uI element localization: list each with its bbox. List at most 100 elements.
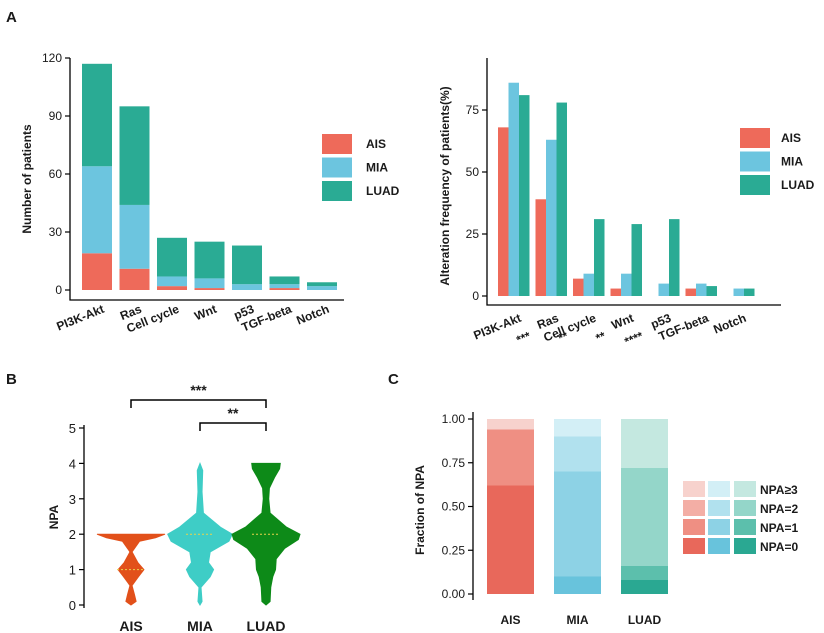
- bar-luad-notch: [744, 288, 755, 296]
- legend-swatch-npage3: [734, 481, 756, 497]
- bar-luad-pi3k-akt: [82, 63, 112, 167]
- y-tick-label: 0.00: [442, 587, 466, 601]
- y-tick-label: 50: [466, 165, 480, 179]
- legend-label-npa-1: NPA=1: [760, 521, 798, 535]
- bar-luad-ras: [119, 106, 150, 205]
- significance-marker: ***: [190, 382, 207, 398]
- legend-swatch-npa-0: [734, 538, 756, 554]
- legend-label-npage3: NPA≥3: [760, 483, 798, 497]
- legend-swatch-npa-1: [708, 519, 730, 535]
- bar-ais-npa-1: [487, 429, 534, 486]
- bar-luad-npa-2: [621, 468, 668, 566]
- bar-mia-notch: [307, 286, 337, 290]
- bar-mia-wnt: [194, 278, 225, 289]
- bar-luad-tgf-beta: [269, 276, 300, 285]
- bar-ais-tgf-beta: [269, 288, 300, 290]
- x-tick-label: AIS: [500, 613, 520, 627]
- bar-mia-cell-cycle: [583, 273, 594, 296]
- y-tick-label: 3: [69, 492, 76, 507]
- bar-luad-pi3k-akt: [519, 95, 530, 297]
- bar-mia-npage3: [554, 419, 601, 437]
- significance-marker: ****: [623, 329, 646, 349]
- legend-swatch-npage3: [708, 481, 730, 497]
- bar-luad-ras: [556, 102, 567, 296]
- legend-swatch-npa-0: [683, 538, 705, 554]
- y-tick-label: 2: [69, 527, 76, 542]
- significance-bracket: [130, 399, 267, 408]
- legend-swatch-ais: [740, 128, 770, 148]
- bar-mia-npa-0: [554, 576, 601, 594]
- legend-swatch-luad: [322, 181, 352, 201]
- x-tick-label: LUAD: [247, 618, 286, 633]
- y-axis-label: Alteration frequency of patients(%): [438, 86, 452, 285]
- legend-label-npa-0: NPA=0: [760, 540, 798, 554]
- bar-luad-p53: [669, 219, 680, 296]
- x-tick-label: Wnt: [192, 302, 218, 323]
- y-tick-label: 0.50: [442, 500, 466, 514]
- bar-mia-ras: [546, 139, 557, 296]
- bar-mia-tgf-beta: [269, 284, 300, 289]
- y-tick-label: 0: [69, 598, 76, 613]
- legend-label-luad: LUAD: [366, 184, 400, 198]
- bar-mia-p53: [232, 284, 262, 290]
- bar-ais-wnt: [610, 288, 621, 296]
- x-tick-label: MIA: [567, 613, 589, 627]
- x-tick-label: MIA: [187, 618, 213, 633]
- bar-ais-tgf-beta: [685, 288, 696, 296]
- bar-mia-notch: [733, 288, 744, 296]
- bar-mia-npa-2: [554, 436, 601, 472]
- y-tick-label: 120: [42, 51, 62, 65]
- significance-bracket: [199, 422, 267, 431]
- y-tick-label: 0.75: [442, 456, 466, 470]
- x-tick-label: LUAD: [628, 613, 662, 627]
- legend-swatch-npa-1: [683, 519, 705, 535]
- legend-swatch-mia: [322, 157, 352, 178]
- legend-swatch-mia: [740, 151, 770, 172]
- bar-ais-wnt: [194, 288, 225, 290]
- bar-mia-pi3k-akt: [508, 82, 519, 296]
- bar-mia-ras: [119, 204, 150, 269]
- significance-marker: **: [228, 405, 239, 421]
- bar-ais-npage3: [487, 419, 534, 430]
- bar-mia-pi3k-akt: [82, 166, 112, 254]
- legend-label-ais: AIS: [781, 131, 801, 145]
- bar-luad-cell-cycle: [157, 237, 187, 277]
- x-tick-label: PI3K-Akt: [55, 302, 107, 334]
- y-axis-label: Number of patients: [20, 124, 34, 234]
- x-tick-label: AIS: [119, 618, 142, 633]
- legend-label-mia: MIA: [366, 161, 388, 175]
- bar-ais-npa-0: [487, 485, 534, 594]
- y-tick-label: 30: [49, 225, 63, 239]
- bar-luad-p53: [232, 245, 262, 285]
- legend-label-mia: MIA: [781, 155, 803, 169]
- bar-ais-pi3k-akt: [498, 127, 509, 296]
- panel-label-b: B: [6, 371, 17, 388]
- y-tick-label: 1.00: [442, 412, 466, 426]
- legend-swatch-ais: [322, 134, 352, 154]
- y-tick-label: 60: [49, 167, 63, 181]
- y-tick-label: 0: [55, 283, 62, 297]
- y-axis-label: Fraction of NPA: [413, 465, 427, 555]
- y-tick-label: 0.25: [442, 543, 466, 557]
- bar-luad-npage3: [621, 419, 668, 468]
- bar-luad-wnt: [194, 241, 225, 279]
- y-tick-label: 90: [49, 109, 63, 123]
- bar-mia-cell-cycle: [157, 276, 187, 287]
- bar-ais-cell-cycle: [157, 286, 187, 290]
- legend-label-npa-2: NPA=2: [760, 502, 798, 516]
- bar-ais-ras: [535, 199, 546, 296]
- panel-label-c: C: [388, 371, 399, 388]
- x-tick-label: Wnt: [609, 311, 635, 332]
- bar-mia-p53: [658, 283, 669, 296]
- significance-marker: ***: [514, 329, 533, 347]
- panel-label-a: A: [6, 9, 17, 26]
- significance-marker: **: [594, 329, 608, 346]
- legend-swatch-npa-0: [708, 538, 730, 554]
- fraction-bar-chart: 0.00 0.25 0.50 0.75 1.00 AIS MIA LUAD Fraction…: [413, 412, 798, 627]
- y-tick-label: 5: [69, 421, 76, 436]
- legend-swatch-npage3: [683, 481, 705, 497]
- legend-label-luad: LUAD: [781, 178, 815, 192]
